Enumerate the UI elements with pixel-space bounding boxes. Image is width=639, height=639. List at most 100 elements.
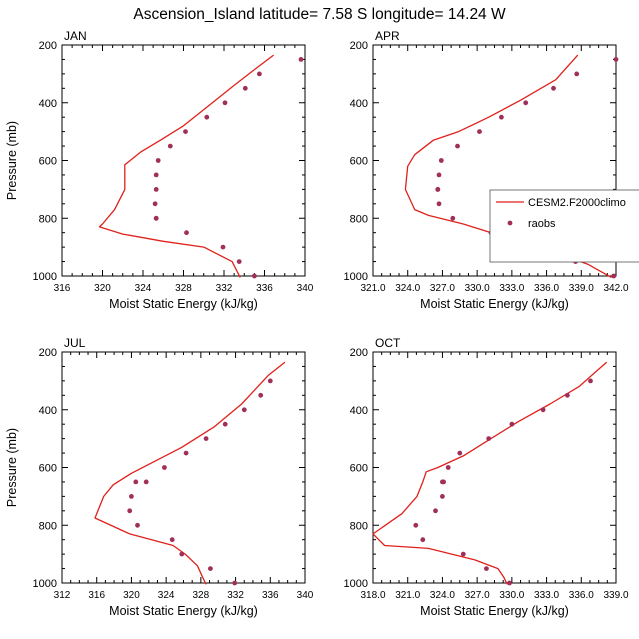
obs-point [565, 392, 570, 398]
obs-point [162, 465, 167, 470]
y-tick-label: 1000 [344, 578, 368, 590]
x-tick-label: 333.0 [499, 283, 524, 294]
obs-point [445, 465, 451, 470]
y-tick-label: 200 [39, 347, 57, 359]
x-tick-label: 336 [256, 283, 273, 294]
panel-oct: OCT 318.0 321.0 324.0 327.0 330.0 333.0 336.0 33… [344, 336, 629, 618]
plot-frame [61, 351, 306, 584]
x-tick-label: 332 [216, 283, 233, 294]
y-tick-label: 200 [350, 40, 368, 52]
obs-point [611, 273, 617, 279]
obs-point [155, 158, 161, 163]
x-tick-label: 330.0 [499, 590, 524, 601]
x-tick-label: 321.0 [395, 590, 420, 601]
obs-point [455, 143, 460, 149]
x-axis-label: Moist Static Energy (kJ/kg) [109, 604, 258, 618]
obs-point [220, 244, 226, 250]
x-tick-label: 333.0 [534, 590, 559, 601]
x-tick-label: 330.0 [465, 283, 490, 294]
obs-point [208, 566, 213, 571]
obs-point [252, 273, 257, 279]
obs-point [133, 479, 139, 485]
y-tick-label: 800 [350, 520, 368, 532]
obs-point [153, 215, 159, 221]
obs-point [203, 436, 209, 441]
panel-title: JAN [64, 29, 87, 43]
y-tick-label: 800 [350, 213, 368, 225]
obs-point [153, 187, 159, 192]
obs-point [499, 114, 504, 120]
obs-point [435, 187, 441, 192]
x-tick-label: 320 [123, 590, 140, 601]
x-tick-label: 324 [135, 283, 152, 294]
y-tick-label: 1000 [33, 271, 57, 283]
obs-point [152, 201, 158, 207]
y-axis-label: Pressure (mb) [5, 428, 19, 507]
x-tick-label: 327.0 [465, 590, 490, 601]
x-tick-label: 312 [54, 590, 71, 601]
panels: JAN 316 320 324 328 332 336 340 200 400 600 800 1000… [5, 29, 639, 618]
obs-point [433, 508, 438, 514]
plot-frame [61, 44, 306, 277]
y-tick-label: 600 [350, 463, 368, 475]
obs-point [420, 537, 426, 543]
obs-point [232, 580, 238, 586]
model-line [372, 361, 608, 585]
legend: CESM2.F2000climo raobs [489, 189, 639, 263]
obs-point [441, 479, 446, 485]
x-tick-label: 336.0 [534, 283, 559, 294]
x-axis-label: Moist Static Energy (kJ/kg) [420, 604, 569, 618]
obs-point [179, 551, 185, 557]
y-tick-label: 400 [39, 98, 57, 110]
y-tick-label: 600 [39, 463, 57, 475]
model-line [98, 54, 274, 278]
y-tick-label: 800 [39, 520, 57, 532]
obs-point [436, 172, 442, 178]
obs-point [222, 421, 228, 427]
obs-point [236, 259, 242, 264]
obs-point [436, 201, 442, 207]
obs-point [486, 436, 492, 441]
x-axis-label: Moist Static Energy (kJ/kg) [420, 297, 569, 311]
obs-point [440, 494, 445, 499]
obs-point [413, 522, 419, 528]
obs-point [222, 100, 228, 106]
x-tick-label: 339.0 [569, 283, 594, 294]
x-tick-label: 324 [158, 590, 175, 601]
obs-point [204, 114, 210, 120]
panel-jan: JAN 316 320 324 328 332 336 340 200 400 600 800 1000… [5, 29, 314, 311]
x-tick-label: 340 [297, 590, 314, 601]
obs-point [551, 85, 556, 91]
obs-point [135, 522, 140, 528]
obs-point [183, 450, 189, 456]
x-tick-label: 328 [175, 283, 192, 294]
panel-title: JUL [64, 336, 86, 350]
x-tick-label: 316 [54, 283, 71, 294]
obs-point [477, 129, 482, 135]
x-tick-label: 336 [262, 590, 279, 601]
x-tick-label: 318.0 [360, 590, 385, 601]
x-tick-label: 327.0 [430, 283, 455, 294]
obs-point [509, 421, 515, 427]
x-tick-label: 324.0 [395, 283, 420, 294]
y-tick-label: 400 [350, 405, 368, 417]
legend-obs-label: raobs [528, 218, 556, 230]
obs-point [298, 57, 304, 62]
obs-point [540, 407, 546, 413]
y-tick-label: 1000 [344, 271, 368, 283]
obs-point [438, 158, 444, 163]
y-tick-label: 600 [39, 156, 57, 168]
y-axis-label: Pressure (mb) [5, 121, 19, 200]
panel-title: OCT [375, 336, 401, 350]
y-tick-label: 800 [39, 213, 57, 225]
panel-apr: APR 321.0 324.0 327.0 330.0 333.0 336.0 339.0 34… [344, 29, 629, 311]
obs-point [129, 494, 134, 499]
y-tick-label: 400 [350, 98, 368, 110]
obs-point [127, 508, 133, 514]
obs-point [184, 230, 189, 236]
y-tick-label: 1000 [33, 578, 57, 590]
obs-point [258, 392, 264, 398]
obs-point [153, 172, 159, 178]
obs-point [143, 479, 149, 485]
